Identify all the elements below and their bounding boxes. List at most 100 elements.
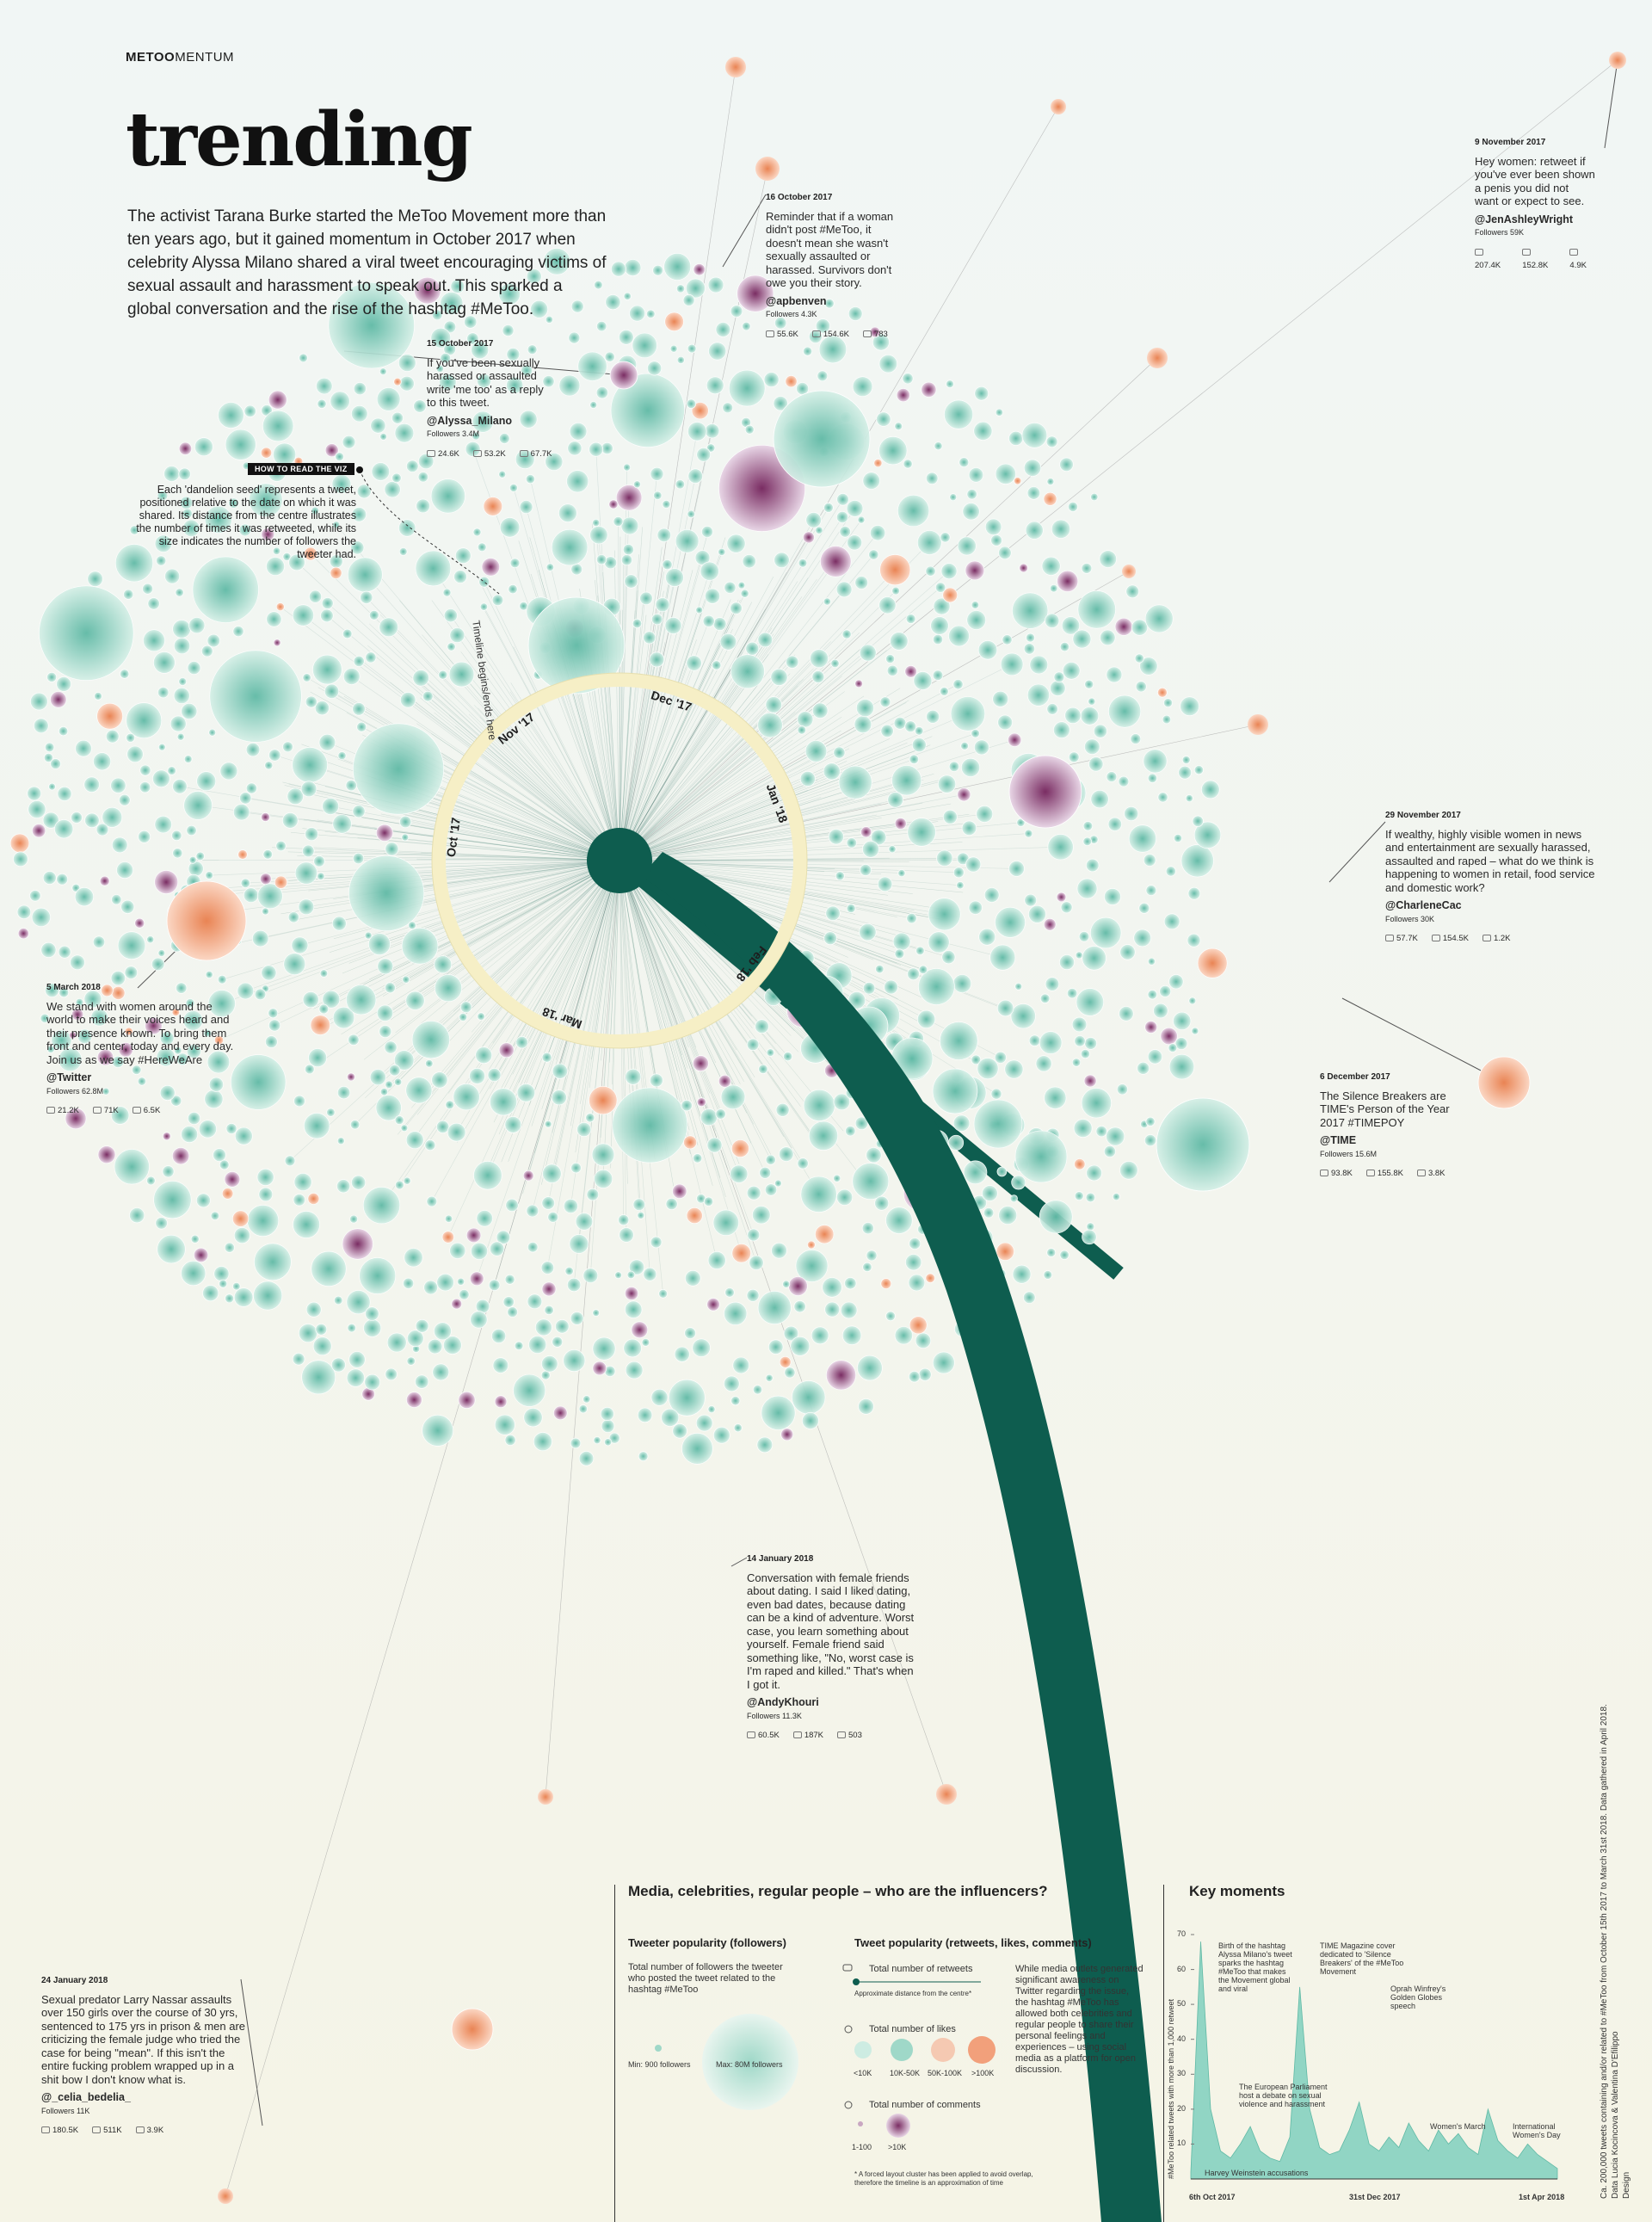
seed-strand bbox=[619, 860, 699, 1146]
tweet-seed bbox=[499, 517, 521, 538]
tweet-seed bbox=[828, 829, 844, 845]
tweet-seed bbox=[783, 1325, 799, 1342]
comment-count: 3.8K bbox=[1417, 1167, 1446, 1181]
like-count: 154.5K bbox=[1432, 932, 1469, 946]
y-tick-label: 40 bbox=[1177, 2034, 1187, 2043]
tweet-seed bbox=[313, 855, 325, 867]
seed-strand bbox=[431, 600, 620, 861]
tweet-seed bbox=[623, 1338, 642, 1358]
seed-strand bbox=[245, 798, 620, 861]
tweet-seed bbox=[601, 1419, 615, 1433]
tweet-handle: @TIME bbox=[1320, 1134, 1357, 1146]
seed-strand bbox=[619, 860, 689, 1048]
tweet-seed bbox=[852, 376, 873, 398]
tweet-seed bbox=[990, 1088, 1002, 1100]
tweet-seed bbox=[782, 1280, 791, 1288]
seed-strand bbox=[509, 691, 620, 861]
tweet-seed bbox=[854, 715, 872, 734]
tweet-seed bbox=[370, 417, 386, 434]
tweet-seed bbox=[438, 670, 448, 680]
tweet-seed bbox=[942, 809, 958, 824]
tweet-seed bbox=[159, 1085, 176, 1101]
seed-strand bbox=[280, 860, 620, 915]
tweet-seed bbox=[885, 1207, 913, 1234]
tweet-seed bbox=[188, 855, 197, 864]
tweet-seed bbox=[737, 275, 774, 312]
seed-strand bbox=[280, 606, 620, 861]
tweet-seed bbox=[779, 1146, 794, 1162]
seed-strand bbox=[619, 682, 820, 861]
tweet-seed bbox=[405, 1131, 424, 1150]
tweet-seed bbox=[245, 742, 261, 757]
tweet-seed bbox=[126, 702, 163, 739]
seed-strand bbox=[382, 860, 620, 990]
tweet-seed bbox=[933, 597, 951, 615]
tweet-seed bbox=[583, 1268, 599, 1283]
seed-strand bbox=[619, 668, 814, 861]
seed-strand bbox=[386, 860, 620, 894]
seed-strand bbox=[619, 558, 703, 861]
tweet-seed bbox=[292, 747, 328, 783]
tweet-seed bbox=[885, 1311, 896, 1322]
tweet-annotation-celia: 24 January 2018 Sexual predator Larry Na… bbox=[41, 1974, 248, 2138]
tweet-seed bbox=[257, 883, 283, 910]
tweet-seed bbox=[502, 324, 515, 336]
tweet-seed bbox=[305, 695, 317, 708]
tweet-seed bbox=[206, 1050, 231, 1074]
tweet-seed bbox=[319, 969, 329, 978]
tweet-seed bbox=[449, 627, 465, 644]
tweet-seed bbox=[695, 1414, 713, 1432]
tweet-seed bbox=[9, 833, 30, 853]
tweet-seed bbox=[425, 1059, 434, 1068]
tweet-seed bbox=[293, 1194, 305, 1207]
tweet-seed bbox=[472, 410, 494, 433]
tweet-seed bbox=[765, 1154, 776, 1165]
seed-strand bbox=[351, 676, 620, 861]
tweet-seed bbox=[608, 499, 619, 509]
tweet-seed bbox=[1019, 563, 1028, 573]
tweet-seed bbox=[596, 321, 607, 332]
tweet-seed bbox=[224, 1171, 241, 1188]
tweet-seed bbox=[766, 1048, 775, 1057]
tweet-seed bbox=[542, 375, 555, 388]
tweet-seed bbox=[434, 955, 453, 974]
tweet-seed bbox=[1106, 1126, 1125, 1146]
tweet-seed bbox=[790, 1336, 811, 1356]
seed-strand bbox=[619, 534, 708, 861]
tweet-seed bbox=[1043, 918, 1057, 931]
tweet-seed bbox=[752, 1385, 763, 1395]
tweet-seed bbox=[728, 369, 766, 407]
tweet-seed bbox=[294, 861, 318, 885]
seed-strand bbox=[619, 577, 809, 861]
seed-strand bbox=[421, 683, 620, 861]
tweet-seed bbox=[124, 1027, 133, 1036]
seed-strand bbox=[330, 805, 620, 861]
tweet-seed bbox=[904, 665, 917, 678]
seed-strand bbox=[499, 860, 620, 1097]
seed-strand bbox=[601, 860, 620, 1061]
tweet-seed bbox=[848, 991, 866, 1009]
tweet-seed-highlight bbox=[609, 361, 638, 390]
annotation-leader bbox=[240, 1978, 263, 2126]
tweet-seed bbox=[431, 309, 443, 321]
tweet-seed bbox=[552, 1336, 564, 1348]
tweet-seed bbox=[347, 1072, 355, 1082]
tweet-seed bbox=[345, 779, 357, 792]
tweet-seed bbox=[194, 1247, 209, 1262]
seed-strand bbox=[591, 522, 620, 861]
tweet-text: If you've been sexually harassed or assa… bbox=[427, 355, 544, 410]
tweet-seed bbox=[504, 1116, 522, 1133]
tweet-seed bbox=[1119, 1161, 1138, 1180]
keymoments-ylabel: #MeToo related tweets with more than 1,0… bbox=[1167, 1998, 1175, 2179]
tweet-handle: @AndyKhouri bbox=[747, 1696, 819, 1708]
tweet-seed bbox=[891, 586, 900, 596]
tweet-seed bbox=[914, 726, 924, 736]
tweet-seed bbox=[696, 447, 712, 462]
tweet-seed bbox=[376, 1004, 394, 1022]
outlier-seed bbox=[1609, 52, 1626, 69]
tweet-seed bbox=[893, 716, 907, 730]
tweet-seed bbox=[417, 472, 428, 483]
tweet-seed bbox=[316, 377, 333, 395]
tweet-seed bbox=[1023, 643, 1035, 655]
tweet-seed bbox=[262, 410, 294, 442]
